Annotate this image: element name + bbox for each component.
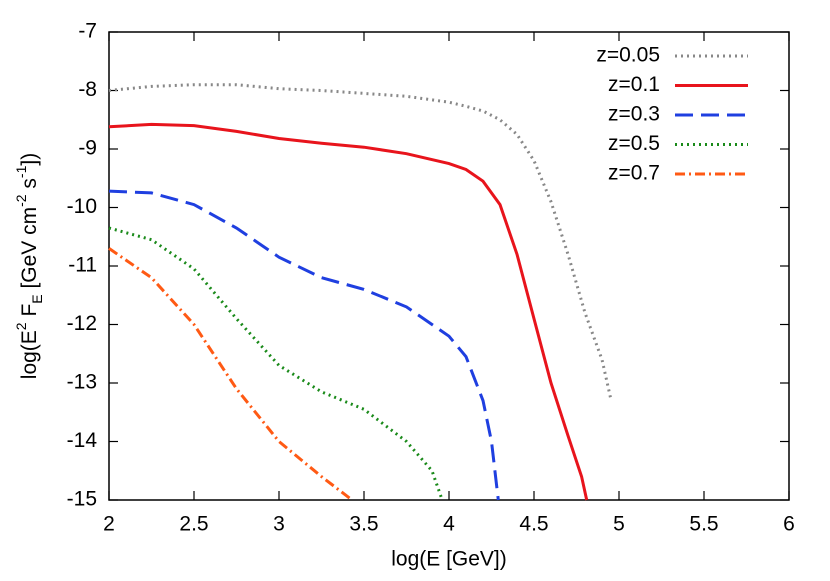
- y-tick-label: -11: [68, 254, 97, 277]
- y-tick-label: -14: [67, 429, 98, 452]
- x-axis-label: log(E [GeV]): [391, 548, 507, 571]
- legend-label: z=0.3: [608, 103, 660, 126]
- x-tick-label: 5: [613, 513, 625, 536]
- legend-label: z=0.5: [608, 132, 660, 155]
- plot-frame: [108, 31, 790, 501]
- y-axis-label: log(E2 FE [GeV cm-2 s-1]): [13, 153, 45, 379]
- x-tick-label: 6: [783, 513, 795, 536]
- series-line: [108, 189, 500, 501]
- y-axis-label-part: 2: [13, 322, 29, 330]
- y-axis-label-part: -2: [13, 194, 29, 207]
- x-tick-label: 2.5: [179, 513, 208, 536]
- y-axis-label-part: s: [18, 178, 41, 194]
- y-tick-label: -12: [67, 312, 97, 335]
- y-tick-label: -9: [78, 137, 97, 160]
- y-tick-label: -15: [67, 488, 97, 511]
- series-line: [108, 83, 612, 398]
- y-axis-label-part: -1: [13, 165, 29, 178]
- y-axis-label-part: [GeV cm: [18, 207, 41, 295]
- y-tick-label: -10: [67, 195, 97, 218]
- legend-label: z=0.05: [596, 44, 660, 67]
- y-axis-label-part: log(E: [18, 330, 41, 379]
- series-line: [108, 122, 589, 501]
- y-axis-label-part: E: [29, 294, 45, 303]
- x-tick-label: 3.5: [349, 513, 378, 536]
- y-axis-label-part: F: [18, 304, 41, 323]
- series-line: [108, 226, 444, 501]
- legend-label: z=0.7: [608, 162, 660, 185]
- x-tick-label: 4: [443, 513, 455, 536]
- x-tick-label: 2: [103, 513, 115, 536]
- series-line: [108, 247, 354, 502]
- y-tick-label: -7: [78, 20, 97, 43]
- y-axis-label-part: ]): [18, 153, 41, 166]
- x-tick-label: 4.5: [519, 513, 548, 536]
- x-tick-label: 5.5: [689, 513, 718, 536]
- y-tick-label: -8: [78, 78, 97, 101]
- x-tick-label: 3: [273, 513, 285, 536]
- legend-label: z=0.1: [608, 73, 660, 96]
- y-tick-label: -13: [67, 371, 97, 394]
